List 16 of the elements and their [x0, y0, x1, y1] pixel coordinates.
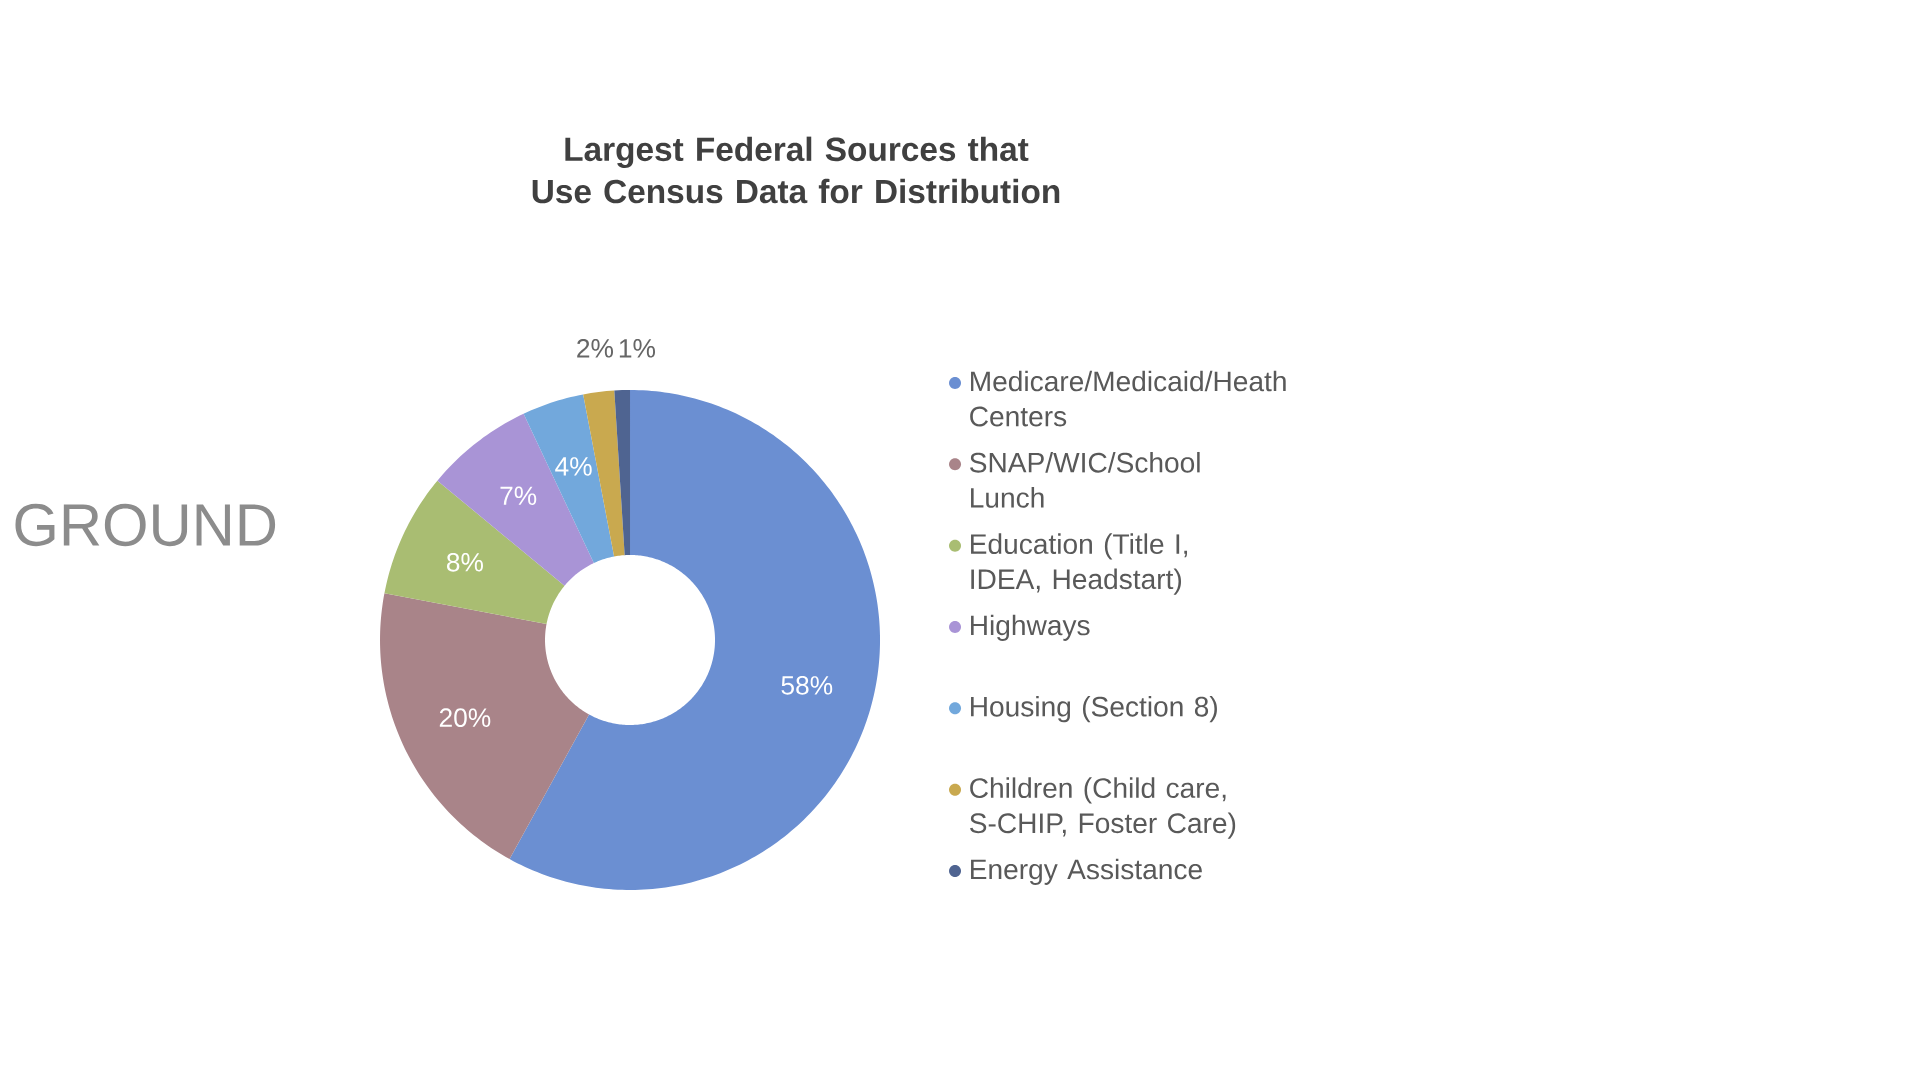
data-label: 4% [555, 457, 592, 476]
legend-label: SNAP/WIC/School Lunch [969, 451, 1200, 508]
data-label: 20% [439, 708, 491, 728]
legend-label: Medicare/Medicaid/Heath Centers [970, 370, 1286, 427]
legend-label: Highways [971, 614, 1090, 641]
legend-label: Children (Child care, S-CHIP, Foster Care) [969, 777, 1236, 839]
data-label: 2% [577, 339, 614, 358]
data-label: 58% [781, 676, 833, 695]
data-label: 7% [500, 486, 537, 506]
legend-label: Housing (Section 8) [971, 695, 1217, 723]
chart-title: Largest Federal Sources that Use Census Data for Distribution [532, 136, 1060, 204]
legend-label: Energy Assistance [971, 858, 1202, 885]
data-label: 8% [446, 552, 483, 572]
data-label: 1% [619, 339, 656, 358]
text: GROUND [15, 503, 276, 547]
legend-label: Education (Title I, IDEA, Headstart) [971, 533, 1188, 595]
